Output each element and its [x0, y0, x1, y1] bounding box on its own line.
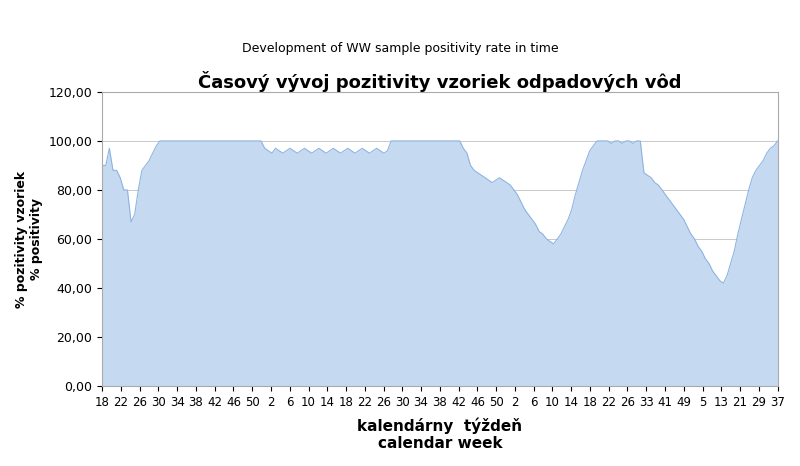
Text: Development of WW sample positivity rate in time: Development of WW sample positivity rate… — [242, 42, 558, 55]
X-axis label: kalendárny  týždeň
calendar week: kalendárny týždeň calendar week — [358, 417, 522, 451]
Title: Časový vývoj pozitivity vzoriek odpadových vôd: Časový vývoj pozitivity vzoriek odpadový… — [198, 71, 682, 92]
Y-axis label: % pozitivity vzoriek
% positivity: % pozitivity vzoriek % positivity — [15, 171, 43, 308]
